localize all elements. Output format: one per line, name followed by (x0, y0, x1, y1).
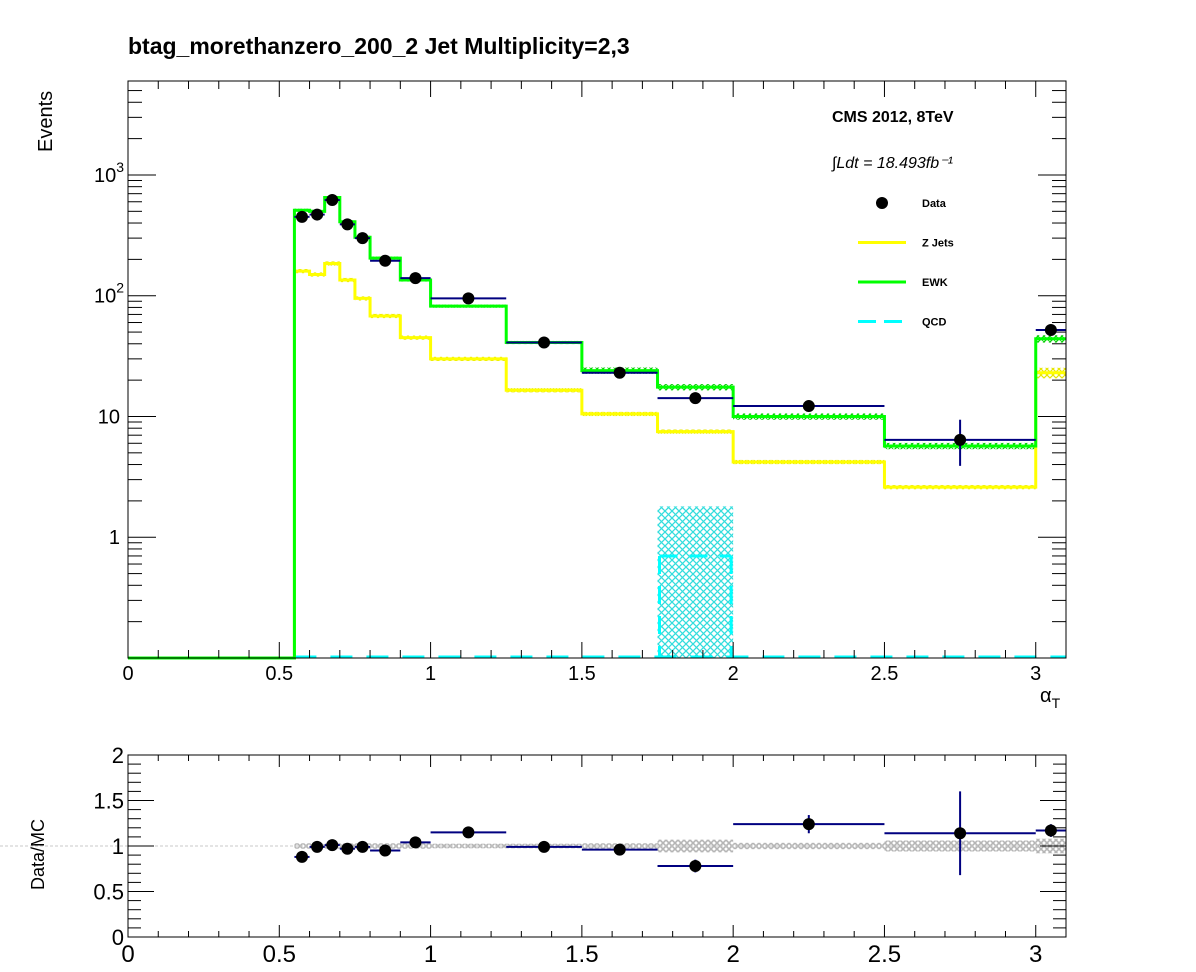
legend-marker-data (876, 197, 888, 209)
legend-label: Z Jets (922, 238, 954, 250)
main-x-tick-label: 1 (425, 663, 436, 685)
ratio-point-10 (689, 860, 702, 873)
ratio-y-tick-label: 1 (112, 834, 124, 859)
main-x-tick-label: 2.5 (871, 663, 899, 685)
data-point-7 (462, 292, 475, 305)
ratio-x-tick-label: 0.5 (263, 941, 296, 968)
data-point-4 (356, 232, 369, 245)
main-y-tick-label: 1 (109, 527, 120, 549)
data-point-0 (295, 210, 308, 223)
ratio-point-1 (311, 840, 324, 853)
ratio-point-5 (379, 844, 392, 857)
zjets-step-line (128, 261, 1066, 660)
ratio-plot-panel: 0 0.5 1 1.5 2 2.5 3 0 0.5 1 1.5 2 (0, 743, 1067, 968)
ratio-x-tick-label: 3 (1029, 941, 1042, 968)
data-point-3 (341, 218, 354, 231)
legend: Data Z Jets EWK QCD (858, 197, 954, 329)
ratio-x-tick-label: 1 (424, 941, 437, 968)
ratio-x-tick-label: 2 (726, 941, 739, 968)
ratio-point-13 (1044, 824, 1057, 837)
main-x-tick-label: 3 (1030, 663, 1041, 685)
main-x-tick-label: 2 (728, 663, 739, 685)
legend-label: Data (922, 198, 947, 210)
data-point-12 (954, 433, 967, 446)
ratio-point-9 (613, 843, 626, 856)
ratio-point-12 (954, 827, 967, 840)
ratio-point-0 (295, 850, 308, 863)
y-axis-label: Events (35, 91, 57, 152)
data-point-8 (538, 336, 551, 349)
qcd-uncertainty-band (657, 506, 734, 658)
ratio-y-tick-label: 1.5 (93, 789, 124, 814)
luminosity-label: ∫Ldt = 18.493fb⁻¹ (831, 155, 953, 172)
ratio-y-axis-label: Data/MC (28, 819, 48, 890)
main-x-tick-label: 1.5 (568, 663, 596, 685)
x-axis-label: αT (1040, 685, 1061, 711)
ratio-y-tick-label: 0.5 (93, 880, 124, 905)
legend-label: QCD (922, 317, 947, 329)
ratio-mc-uncertainty-band (733, 842, 885, 850)
ratio-x-tick-label: 1.5 (565, 941, 598, 968)
ratio-point-11 (802, 818, 815, 831)
data-point-6 (409, 272, 422, 285)
ratio-point-8 (538, 840, 551, 853)
ratio-y-tick-label: 2 (112, 743, 124, 768)
ratio-y-tick-label: 0 (112, 925, 124, 950)
ratio-point-6 (409, 836, 422, 849)
ratio-x-tick-label: 2.5 (868, 941, 901, 968)
data-point-5 (379, 254, 392, 267)
ratio-point-2 (326, 839, 339, 852)
main-y-tick-label: 102 (94, 280, 124, 308)
chart-title: btag_morethanzero_200_2 Jet Multiplicity… (128, 33, 630, 59)
main-plot-frame (127, 80, 1067, 659)
data-point-11 (802, 400, 815, 413)
main-y-tick-label: 103 (94, 159, 124, 187)
main-x-tick-label: 0 (122, 663, 133, 685)
ratio-point-4 (356, 840, 369, 853)
data-point-13 (1044, 324, 1057, 337)
data-point-9 (613, 366, 626, 379)
ratio-point-3 (341, 842, 354, 855)
data-point-1 (311, 208, 324, 221)
ratio-point-7 (462, 826, 475, 839)
ewk-step-line (128, 196, 1066, 660)
data-point-10 (689, 392, 702, 405)
legend-label: EWK (922, 277, 948, 289)
main-x-tick-label: 0.5 (265, 663, 293, 685)
main-y-tick-label: 10 (98, 406, 120, 428)
experiment-label: CMS 2012, 8TeV (832, 109, 954, 126)
data-point-2 (326, 194, 339, 207)
ratio-x-tick-label: 0 (121, 941, 134, 968)
qcd-band-outline (658, 554, 733, 658)
